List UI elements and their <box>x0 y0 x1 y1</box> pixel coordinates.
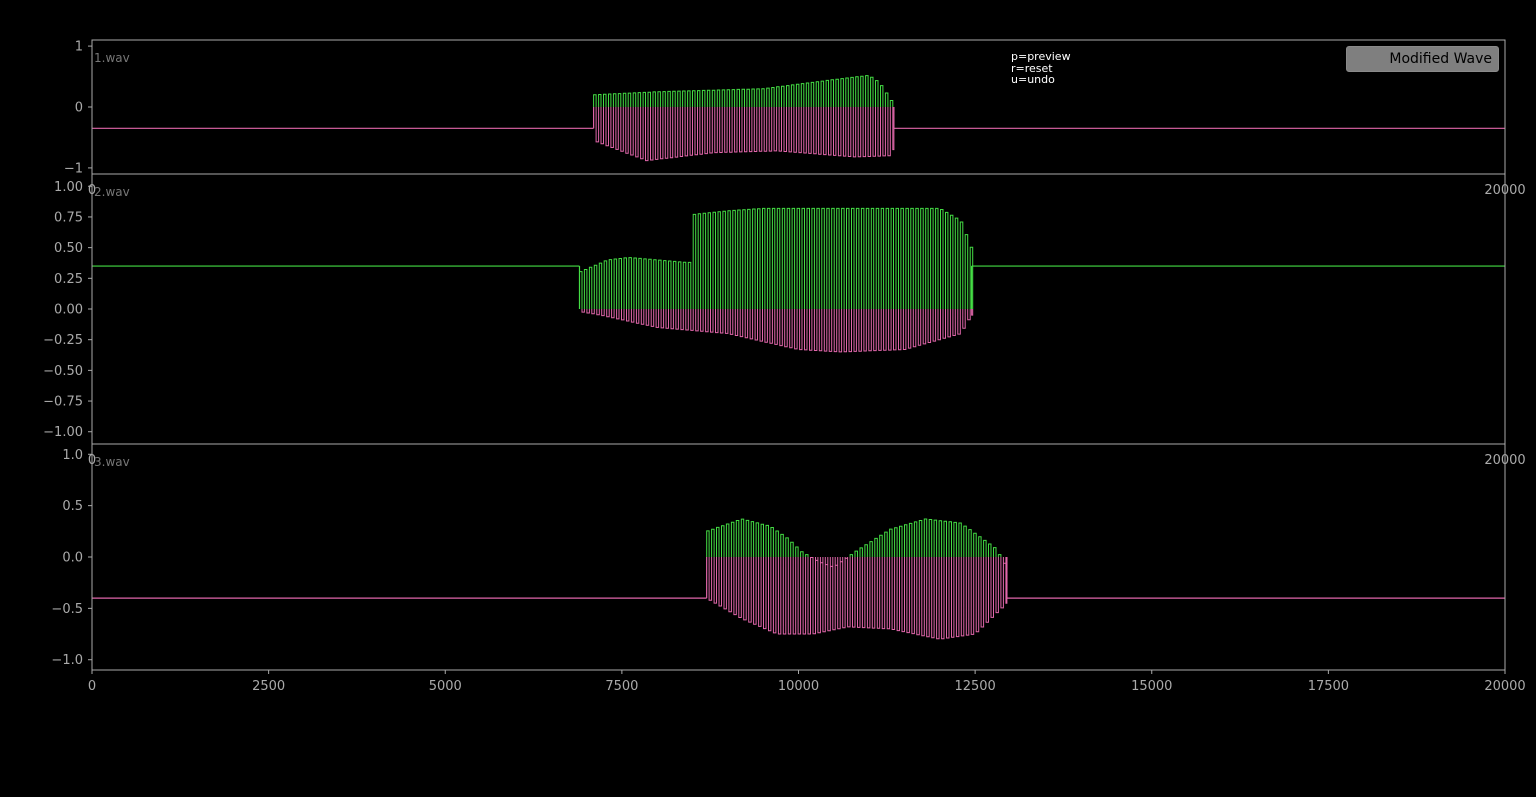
x-tick-label: 0 <box>88 679 96 694</box>
y-tick-label: 0 <box>75 101 83 116</box>
modified-wave-legend-button[interactable]: Modified Wave <box>1346 46 1499 72</box>
x-tick-label: 2500 <box>252 679 285 694</box>
x-tick-label: 17500 <box>1308 679 1349 694</box>
y-tick-label: 0.00 <box>54 303 83 318</box>
x-tick-label: 7500 <box>605 679 638 694</box>
waveform-3 <box>92 518 1505 640</box>
panel-3: 1.0 0.5 0.0 −0.5 −1.0 0 2500 5000 7500 10000 12500… <box>51 443 1526 694</box>
positive-wave-series <box>706 518 1002 557</box>
help-line-reset: r=reset <box>1011 61 1053 75</box>
y-tick-label: 1 <box>75 40 83 55</box>
track-label: 1.wav <box>94 51 130 65</box>
y-tick-label: 0.5 <box>62 499 83 514</box>
waveform-1 <box>92 75 1505 162</box>
x-tick-label: 15000 <box>1131 679 1172 694</box>
y-tick-label: −0.25 <box>43 333 83 348</box>
y-tick-label: 0.0 <box>62 551 83 566</box>
y-tick-label: 0.50 <box>54 241 83 256</box>
y-tick-label: −1 <box>64 161 83 176</box>
positive-wave-series <box>579 207 974 309</box>
x-tick-label: 12500 <box>954 679 995 694</box>
axes-frame <box>91 173 1506 445</box>
positive-wave-series <box>593 75 894 107</box>
y-tick-label: −0.50 <box>43 364 83 379</box>
panel-2: 1.00 0.75 0.50 0.25 0.00 −0.25 −0.50 −0.75 −1.00… <box>43 173 1526 468</box>
negative-wave-series <box>581 309 974 353</box>
y-tick-label: 0.75 <box>54 210 83 225</box>
x-tick-label: 5000 <box>429 679 462 694</box>
negative-wave-series <box>708 557 1008 640</box>
y-tick-label: 1.00 <box>54 180 83 195</box>
y-tick-label: −0.5 <box>51 602 83 617</box>
y-tick-label: 0.25 <box>54 272 83 287</box>
y-tick-label: 1.0 <box>62 448 83 463</box>
help-line-undo: u=undo <box>1011 73 1055 86</box>
y-tick-label: −1.0 <box>51 653 83 668</box>
negative-wave-series <box>595 107 895 162</box>
track-label: 3.wav <box>94 455 130 469</box>
x-tick-label: 20000 <box>1484 679 1525 694</box>
y-tick-label: −1.00 <box>43 425 83 440</box>
help-line-preview: p=preview <box>1011 50 1071 63</box>
x-tick-label: 10000 <box>778 679 819 694</box>
waveform-2 <box>92 207 1505 353</box>
track-label: 2.wav <box>94 185 130 199</box>
keyboard-help: p=preview r=reset u=undo <box>1011 51 1071 86</box>
y-tick-label: −0.75 <box>43 395 83 410</box>
